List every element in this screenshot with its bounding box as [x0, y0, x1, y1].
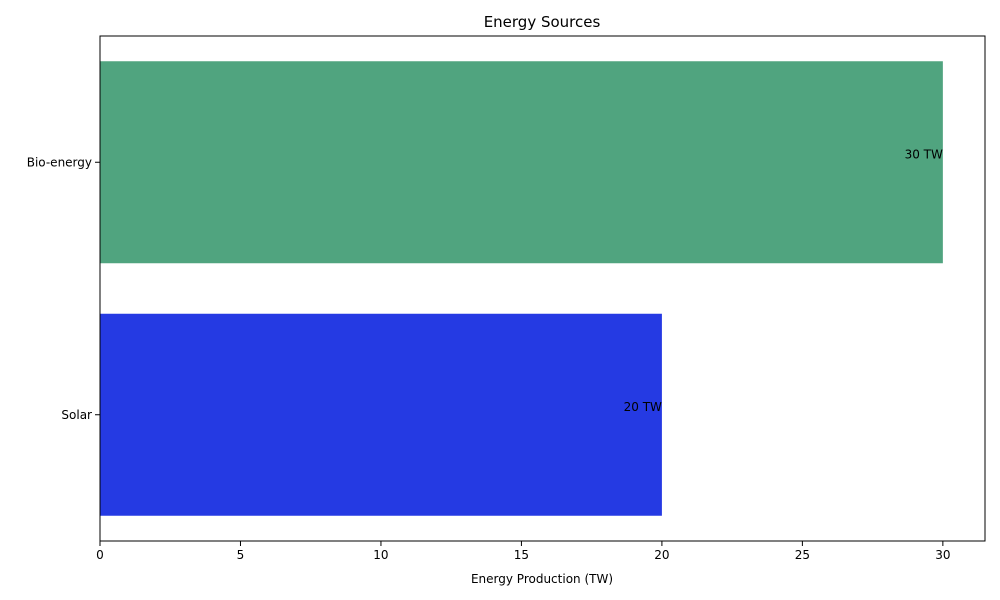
y-tick-label: Bio-energy [27, 155, 92, 169]
y-tick-label: Solar [61, 408, 92, 422]
x-tick-label: 5 [237, 548, 245, 562]
x-tick-label: 15 [514, 548, 529, 562]
x-tick-label: 25 [795, 548, 810, 562]
x-tick-label: 20 [654, 548, 669, 562]
plot-area: Bio-energy 30 TW Solar 20 TW 0 5 10 15 20 25 30 [27, 35, 986, 562]
data-label: 20 TW [624, 400, 662, 414]
axes-frame [99, 35, 986, 542]
x-axis-label: Energy Production (TW) [471, 572, 613, 586]
bar-bio-energy [100, 61, 943, 264]
bar-solar [100, 313, 662, 516]
x-tick-label: 30 [935, 548, 950, 562]
data-label: 30 TW [905, 147, 943, 161]
x-tick-label: 10 [373, 548, 388, 562]
chart-title: Energy Sources [484, 13, 601, 31]
x-tick-label: 0 [96, 548, 104, 562]
